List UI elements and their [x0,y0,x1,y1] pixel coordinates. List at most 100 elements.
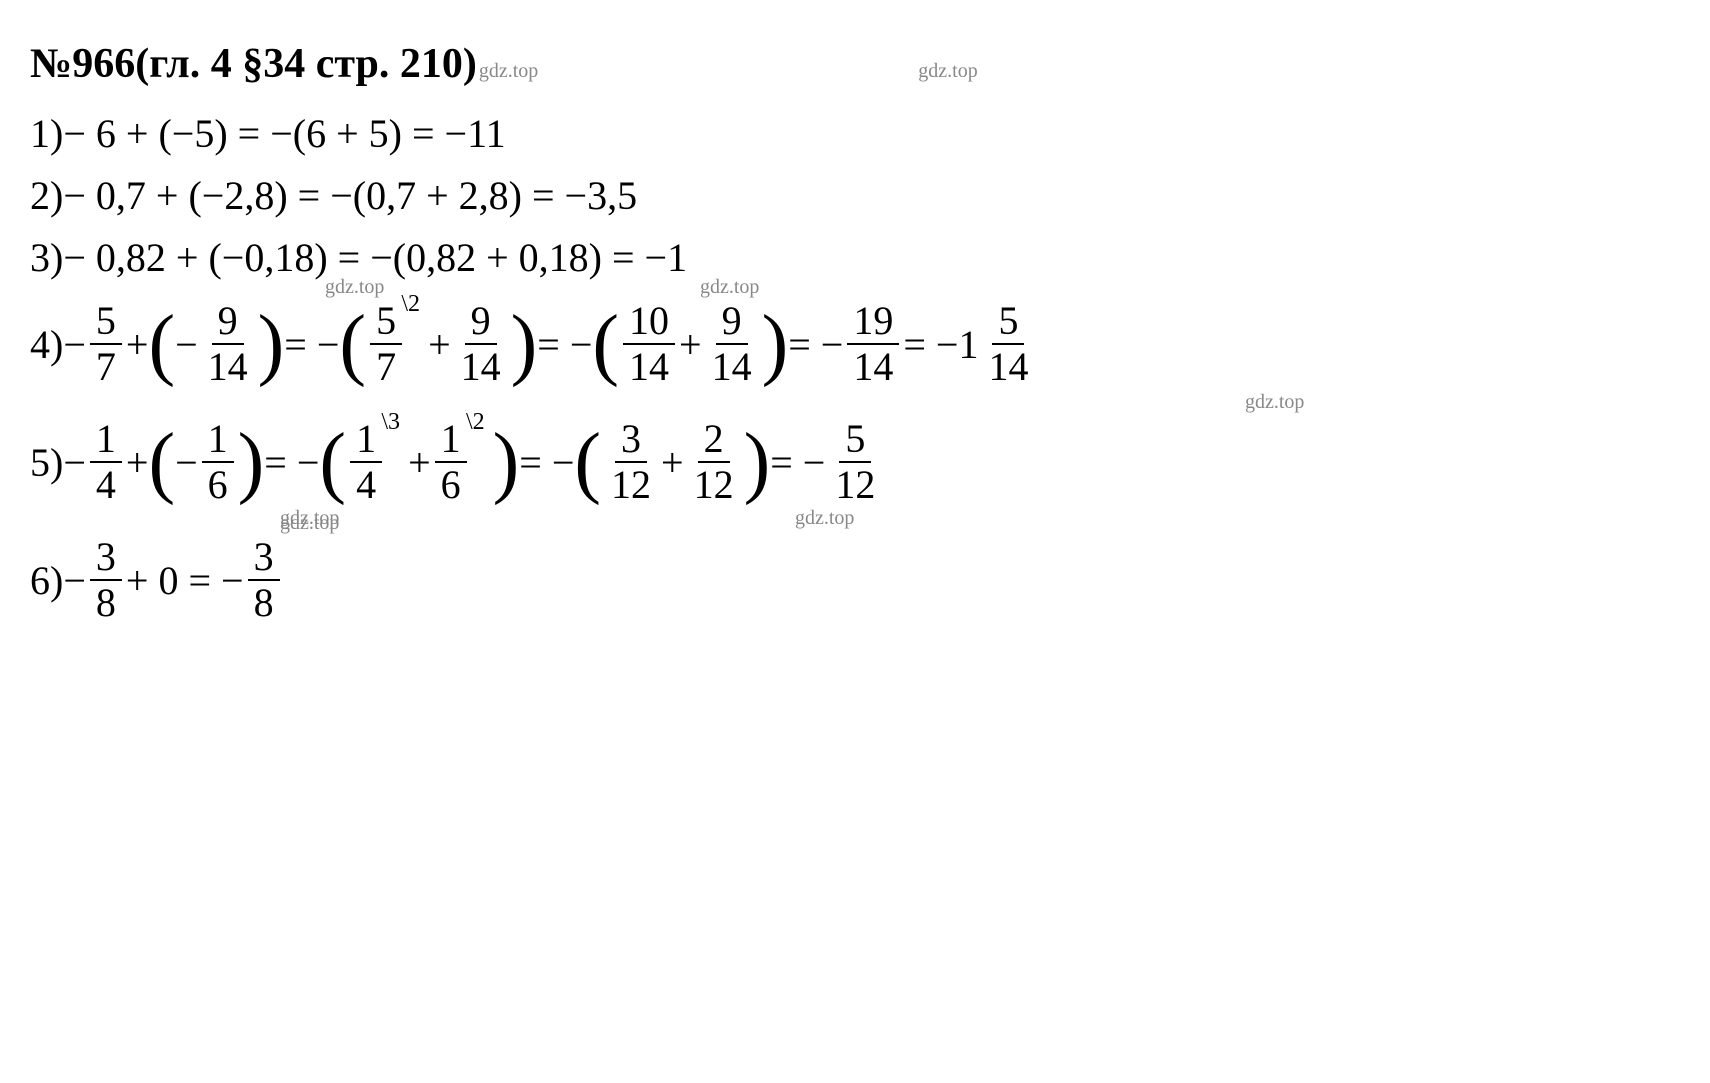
lparen-icon: ( [592,316,619,372]
line5-eq2: = − [519,439,574,486]
line4-frac3: 5 \2 7 [370,299,402,389]
frac-den: 8 [248,581,280,625]
frac-den: 14 [706,345,758,389]
rparen-icon: ) [493,434,520,490]
line4-frac7: 19 14 [847,299,899,389]
rparen-icon: ) [744,434,771,490]
line4-eq1: = − [284,321,339,368]
line5-minus1: − [63,439,86,486]
frac-num: 9 [465,299,497,345]
line4-frac8: 5 14 [982,299,1034,389]
chapter-ref: (гл. 4 §34 стр. 210) [135,40,477,88]
frac-den: 7 [90,345,122,389]
rparen-icon: ) [238,434,265,490]
frac-num: 1 \3 [350,417,382,463]
line1-prefix: 1) [30,110,63,157]
frac-num: 3 [615,417,647,463]
rparen-icon: ) [258,316,285,372]
watermark-title: gdz.top [479,60,538,83]
line6-mid: + 0 = − [126,557,244,604]
rparen-icon: ) [762,316,789,372]
watermark-l4-c: gdz.top [1245,391,1304,414]
line5-frac2: 1 6 [202,417,234,507]
watermark-l5-a: gdz.top [795,507,854,530]
frac-num-val: 5 [376,298,396,343]
line6-frac1: 3 8 [90,535,122,625]
line4-eq2: = − [537,321,592,368]
frac-num: 9 [716,299,748,345]
line2-prefix: 2) [30,172,63,219]
line6-prefix: 6) [30,557,63,604]
frac-den: 12 [688,463,740,507]
line5-frac4: 1 \2 6 [435,417,467,507]
frac-den: 4 [350,463,382,507]
frac-num: 10 [623,299,675,345]
lparen-icon: ( [148,434,175,490]
frac-num: 2 [698,417,730,463]
frac-num-val: 1 [356,416,376,461]
line5-eq3: = − [770,439,825,486]
solution-line-3: 3) − 0,82 + (−0,18) = −(0,82 + 0,18) = −… [30,232,1680,282]
line6-minus1: − [63,557,86,604]
frac-num: 5 [992,299,1024,345]
watermark-l6-a: gdz.top [280,512,339,535]
problem-number: №966 [30,40,135,88]
watermark-l4-a: gdz.top [325,276,384,299]
lparen-icon: ( [148,316,175,372]
title-row: №966 (гл. 4 §34 стр. 210) gdz.top gdz.to… [30,40,1680,88]
line5-prefix: 5) [30,439,63,486]
frac-num: 3 [90,535,122,581]
frac-num: 5 [90,299,122,345]
frac-den: 12 [605,463,657,507]
frac-num: 1 [90,417,122,463]
line5-plus2: + [408,439,431,486]
solution-line-2: 2) − 0,7 + (−2,8) = −(0,7 + 2,8) = −3,5 [30,170,1680,220]
line1-expr: − 6 + (−5) = −(6 + 5) = −11 [63,110,505,157]
frac-num-val: 1 [441,416,461,461]
line5-frac1: 1 4 [90,417,122,507]
line5-plus3: + [661,439,684,486]
line4-frac2: 9 14 [202,299,254,389]
line5-frac3: 1 \3 4 [350,417,382,507]
frac-den: 8 [90,581,122,625]
solution-line-4: gdz.top gdz.top gdz.top 4) − 5 7 + ( − 9… [30,294,1680,394]
lparen-icon: ( [574,434,601,490]
line4-frac1: 5 7 [90,299,122,389]
line4-eq3: = − [788,321,843,368]
watermark-top-right: gdz.top [918,60,977,83]
line4-eq4: = −1 [903,321,978,368]
line4-prefix: 4) [30,321,63,368]
line4-frac6: 9 14 [706,299,758,389]
solution-line-1: 1) − 6 + (−5) = −(6 + 5) = −11 [30,108,1680,158]
frac-num: 1 \2 [435,417,467,463]
line3-expr: − 0,82 + (−0,18) = −(0,82 + 0,18) = −1 [63,234,687,281]
line6-frac2: 3 8 [248,535,280,625]
line4-plus3: + [679,321,702,368]
line5-plus1: + [126,439,149,486]
frac-den: 12 [829,463,881,507]
frac-den: 7 [370,345,402,389]
frac-num: 19 [847,299,899,345]
multiplier-sup: \3 [381,409,400,435]
frac-num: 3 [248,535,280,581]
frac-den: 14 [455,345,507,389]
line4-frac5: 10 14 [623,299,675,389]
line5-frac6: 2 12 [688,417,740,507]
frac-num: 9 [212,299,244,345]
frac-den: 14 [202,345,254,389]
watermark-l4-b: gdz.top [700,276,759,299]
spacer [477,439,487,486]
lparen-icon: ( [319,434,346,490]
frac-num: 5 [839,417,871,463]
line3-prefix: 3) [30,234,63,281]
rparen-icon: ) [511,316,538,372]
frac-den: 14 [623,345,675,389]
line5-eq1: = − [264,439,319,486]
frac-den: 14 [982,345,1034,389]
frac-num: 1 [202,417,234,463]
frac-den: 6 [202,463,234,507]
spacer [392,439,402,486]
frac-num: 5 \2 [370,299,402,345]
line2-expr: − 0,7 + (−2,8) = −(0,7 + 2,8) = −3,5 [63,172,637,219]
frac-den: 6 [435,463,467,507]
